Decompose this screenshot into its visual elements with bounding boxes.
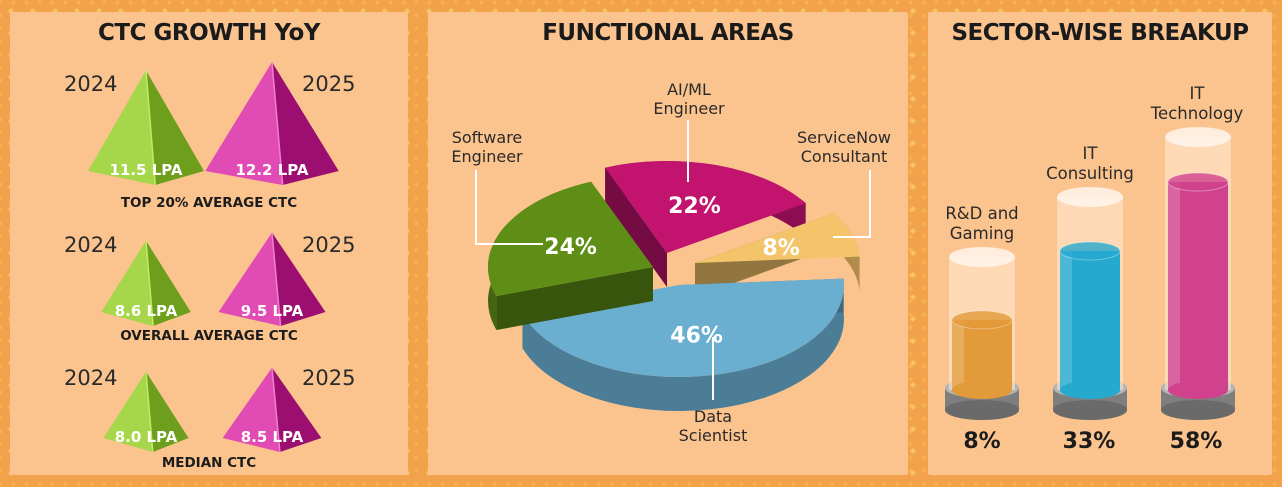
pyramid-2025-value: 9.5 LPA [241, 302, 304, 320]
sector-label-itt-line2: Technology [1150, 104, 1244, 123]
pie-slice [488, 181, 653, 331]
ctc-growth-title: CTC GROWTH YoY [98, 20, 320, 46]
sector-bar [1053, 187, 1127, 420]
functional-areas-title: FUNCTIONAL AREAS [542, 20, 794, 46]
pyramid-2024-value: 8.0 LPA [115, 428, 178, 446]
sector-label-rd-gaming: R&D and Gaming [932, 204, 1032, 244]
year-2025-label: 2025 [302, 366, 356, 390]
sector-label-rd-line2: Gaming [949, 224, 1015, 243]
sector-breakup-title: SECTOR-WISE BREAKUP [951, 20, 1249, 46]
metric-label: TOP 20% AVERAGE CTC [120, 195, 298, 211]
year-2025-label: 2025 [302, 233, 356, 257]
pyramid-2024: 11.5 LPA [88, 70, 204, 186]
pie-slice-value: 24% [544, 235, 597, 260]
pie-label-ai-ml-line2: Engineer [653, 99, 725, 118]
pie-label-data-scientist-line1: Data [693, 407, 733, 426]
year-2024-label: 2024 [64, 72, 118, 96]
year-2025-label: 2025 [302, 72, 356, 96]
metric-label: OVERALL AVERAGE CTC [120, 328, 298, 344]
pie-slice-value: 8% [762, 236, 799, 261]
sector-value-it-technology: 58% [1169, 429, 1223, 454]
ctc-pyramids: 11.5 LPA 12.2 LPA 8.6 LPA 9.5 LPA 8.0 LPA 8.5… [88, 61, 339, 453]
pie-label-software-line2: Engineer [451, 147, 523, 166]
pyramid-2025: 9.5 LPA [218, 232, 326, 327]
pie-label-ai-ml-line1: AI/ML [667, 80, 711, 99]
sector-value-it-consulting: 33% [1062, 429, 1116, 454]
sector-label-itc-line1: IT [1082, 144, 1098, 163]
pie-label-data-scientist: Data Scientist [658, 407, 768, 445]
pyramid-2024-value: 11.5 LPA [109, 161, 182, 179]
sector-label-rd-line1: R&D and [945, 204, 1019, 223]
pie-label-software-line1: Software [451, 128, 523, 147]
sector-label-itc-line2: Consulting [1046, 164, 1134, 183]
sector-label-it-technology: IT Technology [1142, 84, 1252, 124]
pie-label-servicenow: ServiceNow Consultant [784, 128, 904, 166]
pie-slice-value: 22% [668, 194, 721, 219]
pie-label-servicenow-line1: ServiceNow [797, 128, 891, 147]
pie-label-data-scientist-line2: Scientist [678, 426, 748, 445]
pie-slice [605, 161, 806, 287]
pyramid-2024-value: 8.6 LPA [115, 302, 178, 320]
pie-chart: 22% 8% 46% 24% [475, 120, 871, 412]
sector-label-itt-line1: IT [1189, 84, 1205, 103]
cylinder-chart [945, 127, 1235, 420]
year-2024-label: 2024 [64, 366, 118, 390]
leader-line [833, 170, 871, 238]
pyramid-2024: 8.0 LPA [103, 371, 189, 453]
functional-areas-panel: FUNCTIONAL AREAS 22% 8% 46% 24% AI/ML Engin… [428, 12, 908, 475]
pyramid-2025-value: 8.5 LPA [241, 428, 304, 446]
sector-bar [945, 247, 1019, 420]
sector-breakup-panel: SECTOR-WISE BREAKUP R&D and Gaming IT Co… [928, 12, 1272, 475]
sector-label-it-consulting: IT Consulting [1040, 144, 1140, 184]
year-2024-label: 2024 [64, 233, 118, 257]
pyramid-2025: 12.2 LPA [205, 61, 339, 186]
sector-bar [1161, 127, 1235, 420]
pie-slice-value: 46% [670, 324, 723, 349]
ctc-growth-panel: CTC GROWTH YoY 2024 2025 11.5 LPA 12.2 LP… [10, 12, 408, 475]
pyramid-2024: 8.6 LPA [101, 240, 191, 327]
metric-label: MEDIAN CTC [161, 455, 257, 471]
pie-label-servicenow-line2: Consultant [800, 147, 888, 166]
sector-value-rd-gaming: 8% [963, 429, 1001, 454]
pyramid-2025: 8.5 LPA [222, 367, 322, 453]
pie-label-ai-ml: AI/ML Engineer [634, 80, 744, 118]
pyramid-2025-value: 12.2 LPA [235, 161, 308, 179]
leader-line [475, 170, 543, 245]
pie-label-software: Software Engineer [432, 128, 542, 166]
pie-slice [695, 213, 860, 297]
